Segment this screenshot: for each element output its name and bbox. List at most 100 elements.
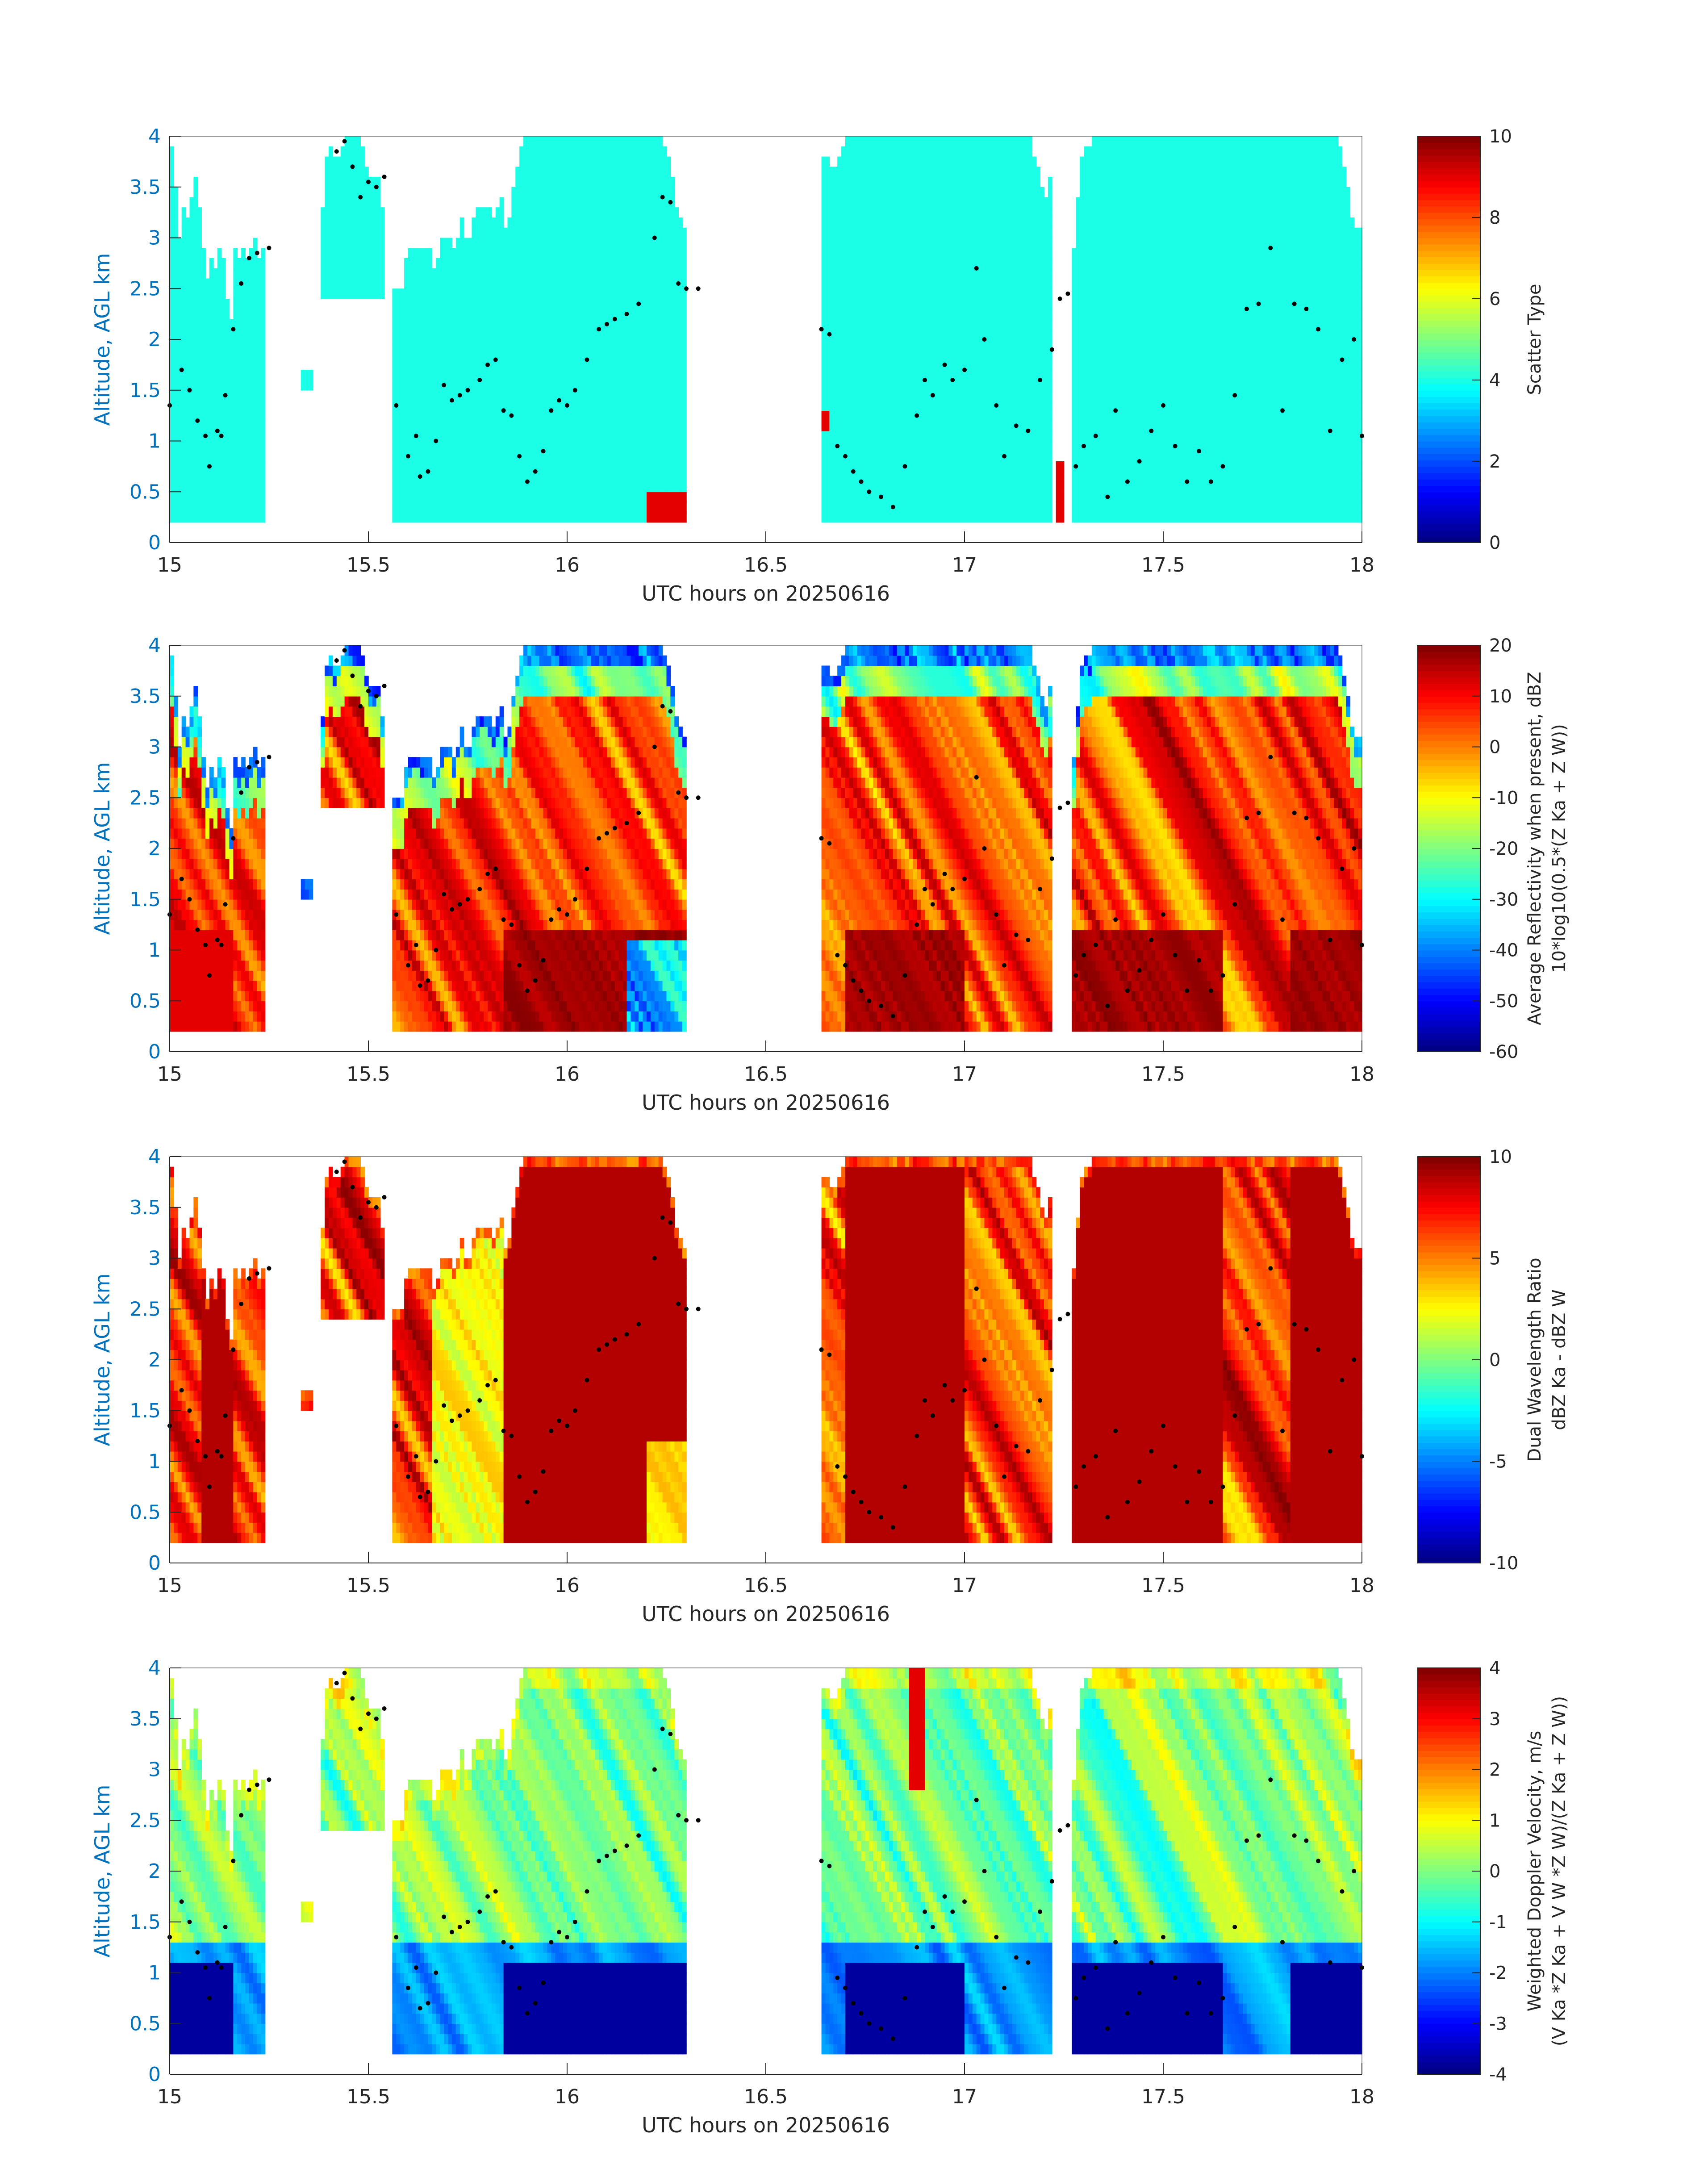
data-cell (329, 279, 333, 289)
data-cell (635, 431, 639, 442)
data-cell (670, 238, 675, 249)
data-cell (921, 238, 925, 249)
data-cell (508, 279, 512, 289)
data-cell (822, 197, 826, 208)
data-cell (460, 492, 464, 502)
data-cell (504, 238, 508, 249)
data-cell (877, 502, 881, 513)
data-cell (837, 410, 842, 421)
data-cell (857, 228, 862, 238)
data-cell (631, 217, 635, 228)
data-cell (599, 472, 603, 482)
data-cell (488, 339, 492, 350)
data-cell (659, 207, 663, 218)
data-cell (901, 512, 906, 523)
data-cell (841, 228, 846, 238)
data-cell (368, 217, 373, 228)
data-cell (201, 451, 206, 462)
data-cell (619, 401, 623, 411)
data-cell (933, 410, 937, 421)
data-cell (249, 431, 254, 442)
data-cell (527, 167, 532, 177)
data-cell (889, 390, 894, 401)
data-cell (452, 248, 456, 259)
data-cell (428, 299, 433, 309)
data-cell (472, 268, 476, 279)
data-cell (209, 451, 214, 462)
data-cell (468, 410, 472, 421)
data-cell (480, 258, 484, 269)
data-cell (873, 167, 877, 177)
data-cell (587, 410, 592, 421)
data-cell (563, 238, 568, 249)
data-cell (476, 279, 480, 289)
data-cell (547, 380, 552, 391)
data-cell (527, 157, 532, 167)
data-cell (877, 380, 881, 391)
data-cell (945, 401, 949, 411)
data-cell (881, 268, 885, 279)
data-cell (881, 431, 885, 442)
data-cell (508, 421, 512, 431)
data-cell (372, 197, 377, 208)
data-cell (857, 410, 862, 421)
data-cell (217, 329, 222, 340)
data-cell (941, 136, 945, 147)
data-cell (985, 248, 989, 259)
data-cell (245, 401, 250, 411)
data-cell (845, 512, 850, 523)
data-cell (480, 431, 484, 442)
data-cell (948, 309, 953, 320)
data-cell (599, 187, 603, 198)
data-cell (929, 329, 933, 340)
data-cell (230, 421, 234, 431)
data-cell (973, 177, 977, 188)
data-cell (213, 360, 218, 371)
data-cell (909, 279, 913, 289)
data-cell (579, 146, 584, 157)
data-cell (539, 339, 544, 350)
data-cell (480, 268, 484, 279)
data-cell (873, 410, 877, 421)
data-cell (845, 279, 850, 289)
data-cell (667, 360, 671, 371)
data-cell (833, 187, 838, 198)
data-cell (952, 238, 957, 249)
data-cell (349, 248, 353, 259)
data-cell (615, 197, 619, 208)
data-cell (826, 319, 830, 330)
data-cell (829, 288, 834, 299)
data-cell (567, 177, 572, 188)
data-cell (599, 207, 603, 218)
data-cell (857, 187, 862, 198)
data-cell (226, 472, 230, 482)
data-cell (201, 268, 206, 279)
data-cell (333, 187, 337, 198)
data-cell (547, 319, 552, 330)
data-cell (977, 350, 981, 360)
data-cell (547, 339, 552, 350)
data-cell (428, 482, 433, 493)
data-cell (960, 461, 965, 472)
data-cell (531, 512, 536, 523)
data-cell (615, 380, 619, 391)
data-cell (667, 350, 671, 360)
data-cell (420, 248, 425, 259)
data-cell (301, 380, 305, 391)
data-cell (956, 248, 961, 259)
data-cell (837, 288, 842, 299)
data-cell (877, 410, 881, 421)
data-cell (607, 268, 611, 279)
data-cell (647, 167, 651, 177)
data-cell (579, 167, 584, 177)
data-cell (873, 451, 877, 462)
data-cell (857, 217, 862, 228)
data-cell (230, 370, 234, 380)
data-cell (826, 258, 830, 269)
data-cell (349, 177, 353, 188)
data-cell (579, 279, 584, 289)
data-cell (655, 350, 659, 360)
data-cell (452, 268, 456, 279)
data-cell (917, 461, 921, 472)
data-cell (663, 248, 667, 259)
